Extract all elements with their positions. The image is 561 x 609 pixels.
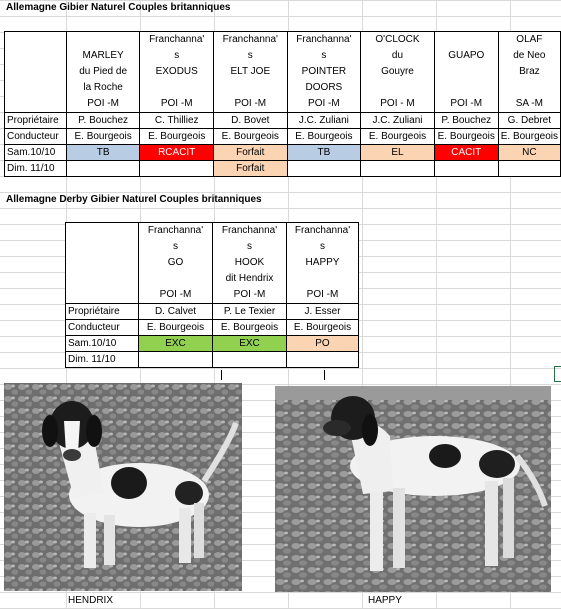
handler-cell[interactable]: E. Bourgeois	[286, 319, 359, 336]
sunday-result-cell[interactable]	[212, 351, 287, 368]
handler-cell[interactable]: E. Bourgeois	[360, 128, 435, 145]
dog-name-cell[interactable]: Franchanna' s EXODUS POI -M	[139, 31, 214, 113]
row-label-owner[interactable]: Propriétaire	[65, 303, 139, 320]
table1-title: Allemagne Gibier Naturel Couples britann…	[6, 2, 231, 13]
saturday-result-cell[interactable]: EL	[360, 144, 435, 161]
results-table-1: MARLEY du Pied de la Roche POI -M Francha…	[4, 31, 561, 177]
sunday-result-cell[interactable]	[497, 160, 561, 177]
row-label-sun[interactable]: Dim. 11/10	[4, 160, 67, 177]
handler-cell[interactable]: E. Bourgeois	[138, 319, 213, 336]
row-label-sat[interactable]: Sam.10/10	[65, 335, 139, 352]
photo-caption-happy: HAPPY	[368, 595, 402, 606]
handler-cell[interactable]: E. Bourgeois	[212, 319, 287, 336]
sunday-result-cell[interactable]	[65, 160, 141, 177]
sunday-result-cell[interactable]	[139, 160, 214, 177]
dog-name-cell[interactable]: Franchanna' s POINTER DOORS POI -M	[286, 31, 362, 113]
dog-name-cell[interactable]: Franchanna' s HAPPY POI -M	[286, 222, 359, 304]
owner-cell[interactable]: J.C. Zuliani	[286, 112, 362, 129]
row-label-sat[interactable]: Sam.10/10	[4, 144, 67, 161]
dog-name-cell[interactable]: O'CLOCK du Gouyre POI - M	[360, 31, 435, 113]
sunday-result-cell[interactable]	[286, 351, 359, 368]
sunday-result-cell[interactable]	[138, 351, 213, 368]
saturday-result-cell[interactable]: RCACIT	[139, 144, 214, 161]
dog-name-cell[interactable]: MARLEY du Pied de la Roche POI -M	[65, 31, 141, 113]
owner-cell[interactable]: J. Esser	[286, 303, 359, 320]
dog-name-cell[interactable]: Franchanna' s HOOK dit Hendrix POI -M	[212, 222, 287, 304]
saturday-result-cell[interactable]: Forfait	[213, 144, 288, 161]
saturday-result-cell[interactable]: TB	[65, 144, 141, 161]
owner-cell[interactable]: J.C. Zuliani	[360, 112, 435, 129]
dog-photo-illustration	[4, 383, 242, 591]
saturday-result-cell[interactable]: NC	[497, 144, 561, 161]
cell-cursor-mark	[324, 370, 325, 380]
saturday-result-cell[interactable]: EXC	[212, 335, 287, 352]
handler-cell[interactable]: E. Bourgeois	[286, 128, 362, 145]
owner-cell[interactable]: P. Le Texier	[212, 303, 287, 320]
sunday-result-cell[interactable]: Forfait	[213, 160, 288, 177]
header-empty-cell[interactable]	[4, 31, 67, 113]
sunday-result-cell[interactable]	[360, 160, 435, 177]
row-label-handler[interactable]: Conducteur	[4, 128, 67, 145]
owner-cell[interactable]: C. Thilliez	[139, 112, 214, 129]
row-label-owner[interactable]: Propriétaire	[4, 112, 67, 129]
dog-name-cell[interactable]: OLAF de Neo Braz SA -M	[497, 31, 561, 113]
photo-happy	[275, 386, 551, 592]
handler-cell[interactable]: E. Bourgeois	[139, 128, 214, 145]
photo-hendrix	[4, 383, 242, 591]
saturday-result-cell[interactable]: EXC	[138, 335, 213, 352]
sunday-result-cell[interactable]	[433, 160, 499, 177]
results-table-2: Franchanna' s GO POI -M Franchanna' s HOO…	[65, 222, 359, 368]
handler-cell[interactable]: E. Bourgeois	[433, 128, 499, 145]
dog-name-cell[interactable]: Franchanna' s GO POI -M	[138, 222, 213, 304]
owner-cell[interactable]: P. Bouchez	[433, 112, 499, 129]
table2-title: Allemagne Derby Gibier Naturel Couples b…	[6, 194, 262, 205]
row-label-sun[interactable]: Dim. 11/10	[65, 351, 139, 368]
selected-cell-indicator	[554, 366, 561, 382]
dog-name-cell[interactable]: GUAPO POI -M	[433, 31, 499, 113]
dog-photo-illustration	[275, 386, 551, 592]
handler-cell[interactable]: E. Bourgeois	[213, 128, 288, 145]
saturday-result-cell[interactable]: CACIT	[433, 144, 499, 161]
owner-cell[interactable]: G. Debret	[497, 112, 561, 129]
handler-cell[interactable]: E. Bourgeois	[65, 128, 141, 145]
saturday-result-cell[interactable]: PO	[286, 335, 359, 352]
dog-name-cell[interactable]: Franchanna' s ELT JOE POI -M	[213, 31, 288, 113]
handler-cell[interactable]: E. Bourgeois	[497, 128, 561, 145]
row-label-handler[interactable]: Conducteur	[65, 319, 139, 336]
cell-cursor-mark	[221, 370, 222, 380]
sunday-result-cell[interactable]	[286, 160, 362, 177]
header-empty-cell[interactable]	[65, 222, 139, 304]
owner-cell[interactable]: D. Bovet	[213, 112, 288, 129]
owner-cell[interactable]: D. Calvet	[138, 303, 213, 320]
saturday-result-cell[interactable]: TB	[286, 144, 362, 161]
photo-caption-hendrix: HENDRIX	[68, 595, 114, 606]
owner-cell[interactable]: P. Bouchez	[65, 112, 141, 129]
